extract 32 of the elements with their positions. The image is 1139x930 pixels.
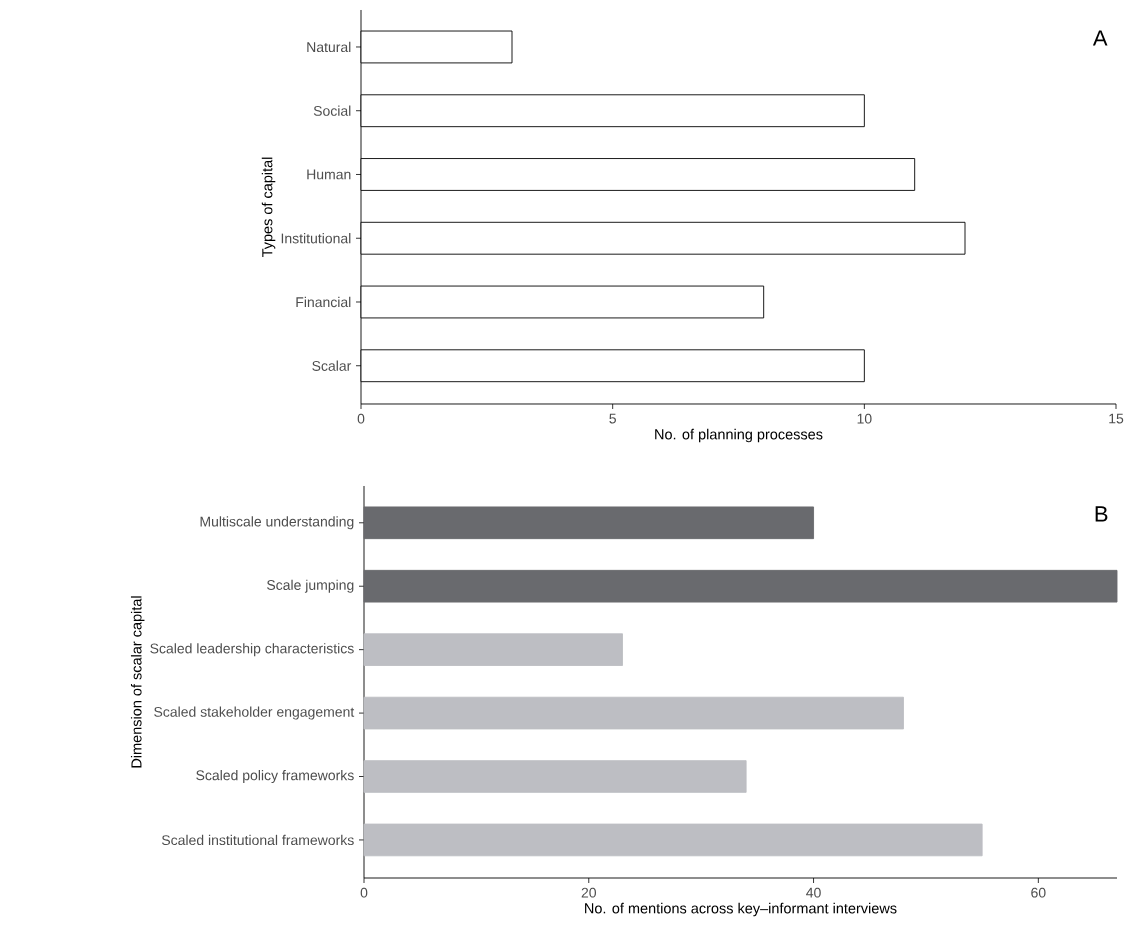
annotation: A: [1092, 30, 1108, 46]
y-tick-label: Scaled stakeholder engagement: [154, 706, 355, 720]
annotation: B: [1095, 506, 1108, 522]
x-tick-label: 15: [1109, 413, 1124, 424]
y-tick-label: Institutional: [281, 233, 351, 244]
x-tick-label: 0: [357, 413, 365, 424]
y-tick-label: Scaled institutional frameworks: [161, 834, 354, 846]
y-tick-label: Natural: [307, 41, 351, 53]
bar: [363, 823, 983, 857]
x-axis-title: No. of planning processes: [655, 428, 823, 443]
bar: [363, 506, 814, 540]
x-tick-label: 60: [1031, 887, 1046, 898]
x-tick-label: 40: [806, 887, 821, 898]
y-axis-title: Types of capital: [261, 157, 276, 258]
bar: [363, 633, 623, 666]
y-tick-label: Scaled leadership characteristics: [150, 643, 354, 657]
x-tick-label: 20: [581, 887, 597, 898]
y-tick-label: Human: [307, 169, 351, 180]
x-tick-label: 10: [857, 413, 872, 424]
bar: [363, 696, 904, 730]
y-axis-title: Dimension of scalar capital: [130, 596, 145, 768]
x-axis-title: No. of mentions across key–informant interviews: [585, 902, 897, 917]
y-tick-label: Scale jumping: [267, 579, 354, 593]
y-tick-label: Scaled policy frameworks: [196, 769, 354, 784]
y-tick-label: Financial: [296, 296, 351, 308]
y-tick-label: Multiscale understanding: [200, 516, 354, 530]
y-tick-label: Social: [313, 105, 351, 116]
y-tick-label: Scalar: [312, 360, 352, 371]
x-tick-label: 5: [609, 413, 616, 424]
x-tick-label: 0: [360, 887, 368, 898]
bar: [363, 760, 747, 793]
bar: [363, 569, 1118, 603]
